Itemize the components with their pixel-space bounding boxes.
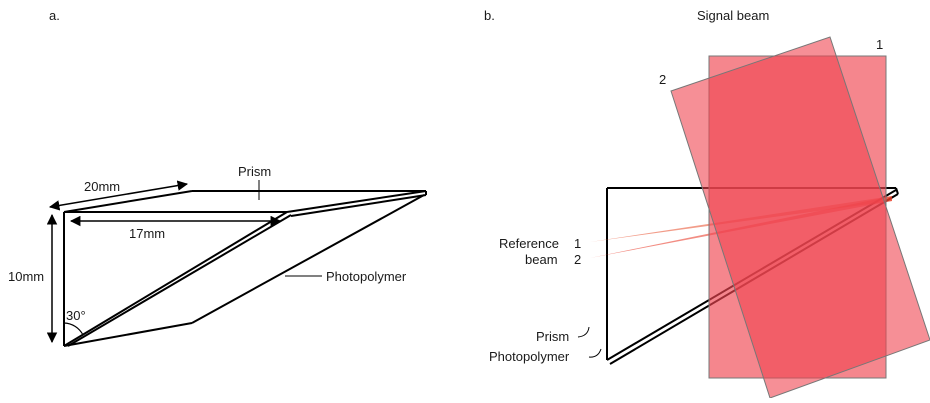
photopolymer-label-a: Photopolymer xyxy=(326,269,407,284)
reference-beam-2-number: 2 xyxy=(574,252,581,267)
photopolymer-top-edge-2 xyxy=(290,194,427,217)
photopolymer-b-end-cap xyxy=(895,187,899,195)
dim-label-10mm: 10mm xyxy=(8,269,44,284)
prism-leader-b xyxy=(577,326,590,338)
signal-beam-2 xyxy=(670,36,930,399)
panel-a-label: a. xyxy=(49,8,60,23)
prism-back-diagonal xyxy=(191,194,425,324)
signal-beam-label: Signal beam xyxy=(697,8,769,23)
reference-beam-1-number: 1 xyxy=(574,236,581,251)
dim-arrow-20mm xyxy=(48,180,189,211)
photopolymer-front-line-2 xyxy=(67,214,292,347)
photopolymer-leader-b xyxy=(588,348,602,358)
photopolymer-label-b: Photopolymer xyxy=(489,349,570,364)
angle-label: 30° xyxy=(66,308,86,323)
reference-label-line1: Reference xyxy=(499,236,559,251)
dim-label-17mm: 17mm xyxy=(129,226,165,241)
panel-b-label: b. xyxy=(484,8,495,23)
angle-arc xyxy=(63,322,84,336)
signal-beam-1-number: 1 xyxy=(876,37,883,52)
prism-bottom-edge xyxy=(63,322,193,347)
dim-label-20mm: 20mm xyxy=(84,179,120,194)
prism-label-a: Prism xyxy=(238,164,271,179)
signal-beam-2-number: 2 xyxy=(659,72,666,87)
photopolymer-front-line-1 xyxy=(63,211,288,347)
prism-label-b: Prism xyxy=(536,329,569,344)
reference-label-line2: beam xyxy=(525,252,558,267)
photopolymer-top-edge-1 xyxy=(286,190,427,213)
